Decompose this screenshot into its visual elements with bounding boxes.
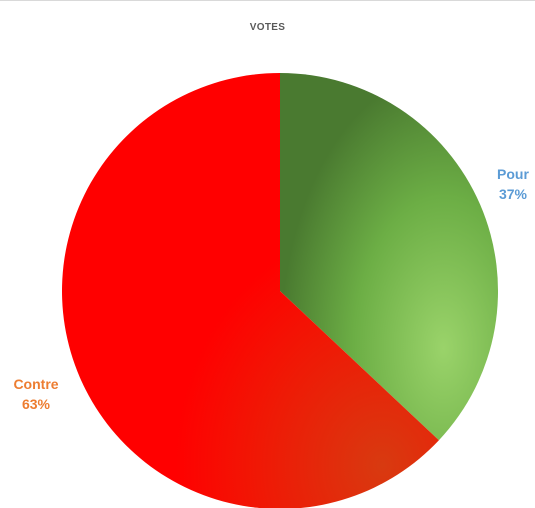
pie-slice-contre [62,73,439,508]
data-label-contre-category: Contre [13,376,59,392]
data-label-pour-category: Pour [497,166,529,182]
data-label-contre: Contre 63% [4,374,68,414]
top-divider [0,0,535,1]
data-label-pour: Pour 37% [488,164,535,204]
pie-slice-pour [280,73,499,441]
chart-title: VOTES [249,22,286,33]
data-label-contre-value: 63% [21,396,51,412]
data-label-pour-value: 37% [498,186,528,202]
